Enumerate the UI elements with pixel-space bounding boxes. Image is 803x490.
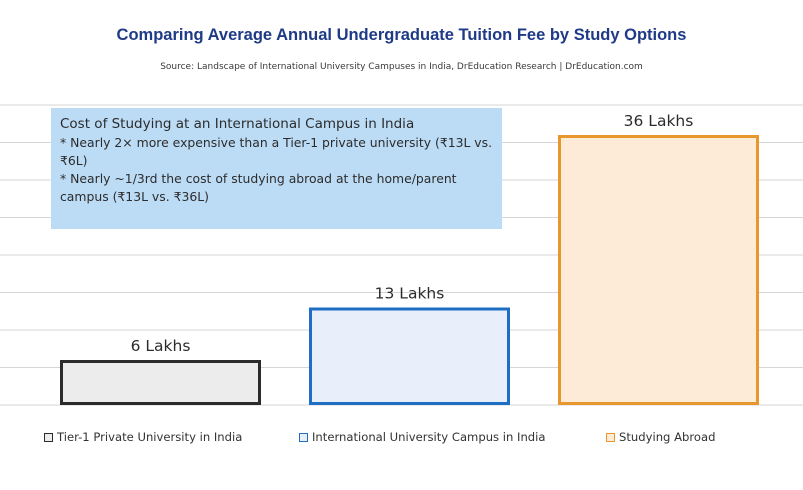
bar — [60, 360, 261, 405]
legend-swatch — [44, 432, 53, 442]
legend-swatch — [606, 432, 615, 442]
annotation-heading: Cost of Studying at an International Cam… — [60, 116, 415, 132]
legend-swatch — [299, 432, 308, 442]
legend-label: Studying Abroad — [619, 430, 716, 444]
data-labels: 6 Lakhs 13 Lakhs 36 Lakhs — [131, 112, 694, 355]
chart-title: Comparing Average Annual Undergraduate T… — [116, 26, 687, 44]
legend-label: International University Campus in India — [312, 430, 546, 444]
legend-label: Tier-1 Private University in India — [57, 430, 243, 444]
legend-item: Studying Abroad — [606, 430, 715, 444]
data-label: 6 Lakhs — [131, 337, 191, 355]
annotation-box: Cost of Studying at an International Cam… — [51, 108, 502, 229]
bar — [309, 307, 510, 405]
data-label: 13 Lakhs — [375, 285, 445, 303]
bar — [558, 135, 759, 405]
legend-item: International University Campus in India — [299, 430, 545, 444]
legend-item: Tier-1 Private University in India — [44, 430, 242, 444]
annotation-line: * Nearly 2× more expensive than a Tier-1… — [60, 135, 493, 168]
data-label: 36 Lakhs — [624, 112, 694, 130]
annotation-line: * Nearly ~1/3rd the cost of studying abr… — [60, 171, 457, 204]
legend: Tier-1 Private University in India Intern… — [0, 430, 803, 448]
chart-source: Source: Landscape of International Unive… — [160, 62, 643, 72]
bars — [60, 135, 759, 405]
